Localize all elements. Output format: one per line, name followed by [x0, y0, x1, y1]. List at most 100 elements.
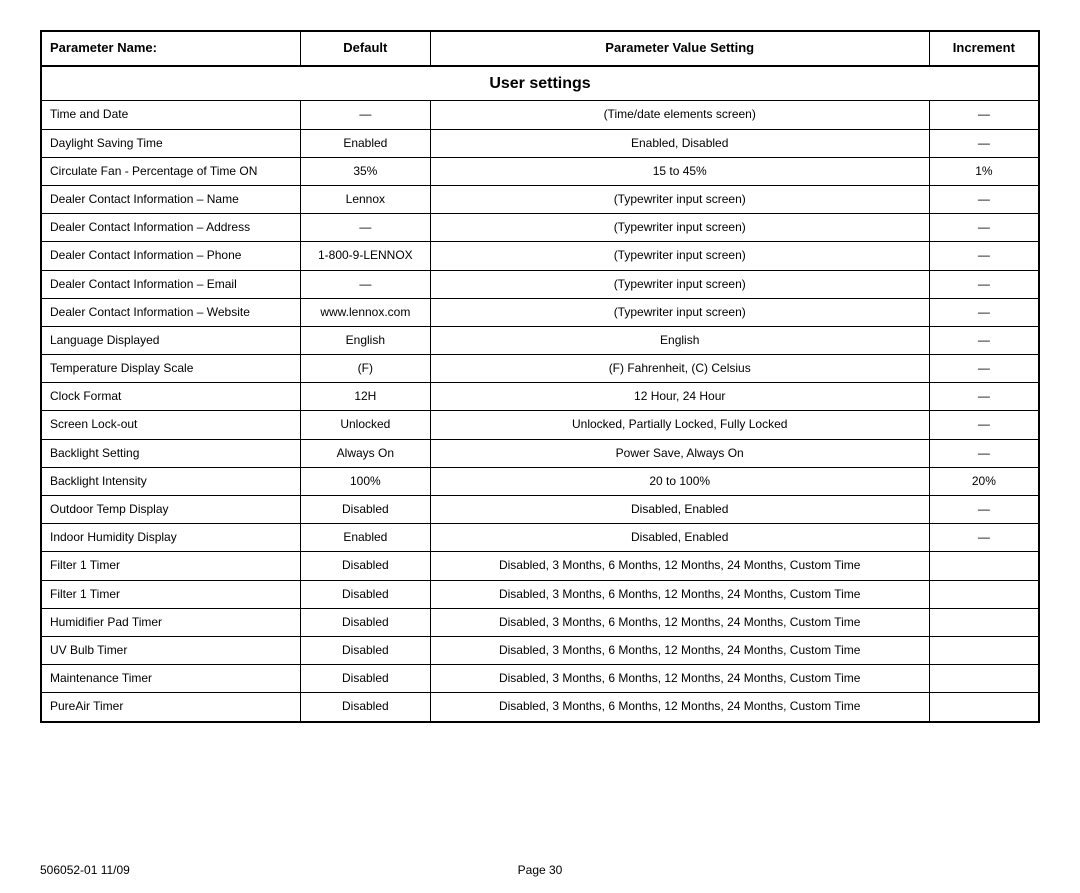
- table-row: Dealer Contact Information – Address—(Ty…: [41, 214, 1039, 242]
- cell-default: www.lennox.com: [300, 298, 430, 326]
- cell-name: Indoor Humidity Display: [41, 524, 300, 552]
- cell-value: (F) Fahrenheit, (C) Celsius: [430, 355, 929, 383]
- cell-name: Temperature Display Scale: [41, 355, 300, 383]
- cell-increment: —: [929, 496, 1039, 524]
- cell-name: Outdoor Temp Display: [41, 496, 300, 524]
- cell-default: Disabled: [300, 636, 430, 664]
- header-default: Default: [300, 31, 430, 66]
- cell-default: Disabled: [300, 608, 430, 636]
- cell-value: Unlocked, Partially Locked, Fully Locked: [430, 411, 929, 439]
- table-row: Dealer Contact Information – Websitewww.…: [41, 298, 1039, 326]
- cell-default: —: [300, 101, 430, 129]
- settings-table: Parameter Name: Default Parameter Value …: [40, 30, 1040, 723]
- cell-name: Screen Lock-out: [41, 411, 300, 439]
- table-row: Clock Format12H12 Hour, 24 Hour—: [41, 383, 1039, 411]
- table-row: Screen Lock-outUnlockedUnlocked, Partial…: [41, 411, 1039, 439]
- cell-name: Dealer Contact Information – Address: [41, 214, 300, 242]
- table-row: Temperature Display Scale(F)(F) Fahrenhe…: [41, 355, 1039, 383]
- cell-value: 20 to 100%: [430, 467, 929, 495]
- cell-increment: —: [929, 214, 1039, 242]
- cell-increment: 20%: [929, 467, 1039, 495]
- header-row: Parameter Name: Default Parameter Value …: [41, 31, 1039, 66]
- table-row: Filter 1 TimerDisabledDisabled, 3 Months…: [41, 580, 1039, 608]
- cell-default: Unlocked: [300, 411, 430, 439]
- cell-default: Lennox: [300, 185, 430, 213]
- cell-increment: —: [929, 411, 1039, 439]
- cell-value: Enabled, Disabled: [430, 129, 929, 157]
- header-parameter-value: Parameter Value Setting: [430, 31, 929, 66]
- cell-value: Disabled, 3 Months, 6 Months, 12 Months,…: [430, 608, 929, 636]
- cell-name: Dealer Contact Information – Website: [41, 298, 300, 326]
- cell-increment: —: [929, 101, 1039, 129]
- cell-value: Power Save, Always On: [430, 439, 929, 467]
- cell-increment: [929, 636, 1039, 664]
- cell-value: (Typewriter input screen): [430, 214, 929, 242]
- cell-name: Dealer Contact Information – Name: [41, 185, 300, 213]
- section-row: User settings: [41, 66, 1039, 101]
- cell-increment: [929, 693, 1039, 722]
- cell-default: 12H: [300, 383, 430, 411]
- table-row: Dealer Contact Information – Email—(Type…: [41, 270, 1039, 298]
- cell-default: Disabled: [300, 496, 430, 524]
- cell-name: Dealer Contact Information – Phone: [41, 242, 300, 270]
- cell-name: PureAir Timer: [41, 693, 300, 722]
- header-increment: Increment: [929, 31, 1039, 66]
- cell-name: Filter 1 Timer: [41, 580, 300, 608]
- cell-default: (F): [300, 355, 430, 383]
- table-row: Humidifier Pad TimerDisabledDisabled, 3 …: [41, 608, 1039, 636]
- cell-value: 15 to 45%: [430, 157, 929, 185]
- cell-increment: —: [929, 270, 1039, 298]
- cell-default: 100%: [300, 467, 430, 495]
- cell-default: Disabled: [300, 693, 430, 722]
- cell-increment: —: [929, 524, 1039, 552]
- table-row: Dealer Contact Information – Phone1-800-…: [41, 242, 1039, 270]
- cell-default: Enabled: [300, 524, 430, 552]
- table-row: Daylight Saving TimeEnabledEnabled, Disa…: [41, 129, 1039, 157]
- table-row: Indoor Humidity DisplayEnabledDisabled, …: [41, 524, 1039, 552]
- cell-increment: —: [929, 242, 1039, 270]
- cell-default: —: [300, 214, 430, 242]
- cell-name: Backlight Setting: [41, 439, 300, 467]
- cell-increment: 1%: [929, 157, 1039, 185]
- cell-value: (Time/date elements screen): [430, 101, 929, 129]
- cell-value: Disabled, 3 Months, 6 Months, 12 Months,…: [430, 636, 929, 664]
- doc-id: 506052-01 11/09: [40, 863, 130, 877]
- cell-increment: [929, 580, 1039, 608]
- table-row: Dealer Contact Information – NameLennox(…: [41, 185, 1039, 213]
- cell-increment: —: [929, 129, 1039, 157]
- cell-default: 1-800-9-LENNOX: [300, 242, 430, 270]
- table-row: UV Bulb TimerDisabledDisabled, 3 Months,…: [41, 636, 1039, 664]
- table-row: Time and Date—(Time/date elements screen…: [41, 101, 1039, 129]
- table-row: Maintenance TimerDisabledDisabled, 3 Mon…: [41, 665, 1039, 693]
- cell-default: Disabled: [300, 580, 430, 608]
- cell-value: Disabled, Enabled: [430, 496, 929, 524]
- cell-value: Disabled, 3 Months, 6 Months, 12 Months,…: [430, 580, 929, 608]
- cell-increment: —: [929, 185, 1039, 213]
- cell-value: (Typewriter input screen): [430, 298, 929, 326]
- cell-default: —: [300, 270, 430, 298]
- cell-default: Always On: [300, 439, 430, 467]
- table-body: Time and Date—(Time/date elements screen…: [41, 101, 1039, 722]
- cell-value: English: [430, 326, 929, 354]
- cell-default: Disabled: [300, 552, 430, 580]
- cell-increment: —: [929, 326, 1039, 354]
- cell-name: UV Bulb Timer: [41, 636, 300, 664]
- cell-name: Daylight Saving Time: [41, 129, 300, 157]
- cell-increment: —: [929, 383, 1039, 411]
- cell-value: Disabled, 3 Months, 6 Months, 12 Months,…: [430, 665, 929, 693]
- header-parameter-name: Parameter Name:: [41, 31, 300, 66]
- cell-name: Language Displayed: [41, 326, 300, 354]
- page-number: Page 30: [518, 863, 563, 877]
- cell-name: Humidifier Pad Timer: [41, 608, 300, 636]
- cell-increment: —: [929, 439, 1039, 467]
- cell-name: Time and Date: [41, 101, 300, 129]
- cell-increment: —: [929, 298, 1039, 326]
- cell-increment: —: [929, 355, 1039, 383]
- cell-value: (Typewriter input screen): [430, 270, 929, 298]
- cell-value: 12 Hour, 24 Hour: [430, 383, 929, 411]
- cell-name: Backlight Intensity: [41, 467, 300, 495]
- table-row: Backlight SettingAlways OnPower Save, Al…: [41, 439, 1039, 467]
- cell-value: Disabled, Enabled: [430, 524, 929, 552]
- cell-value: (Typewriter input screen): [430, 185, 929, 213]
- cell-default: 35%: [300, 157, 430, 185]
